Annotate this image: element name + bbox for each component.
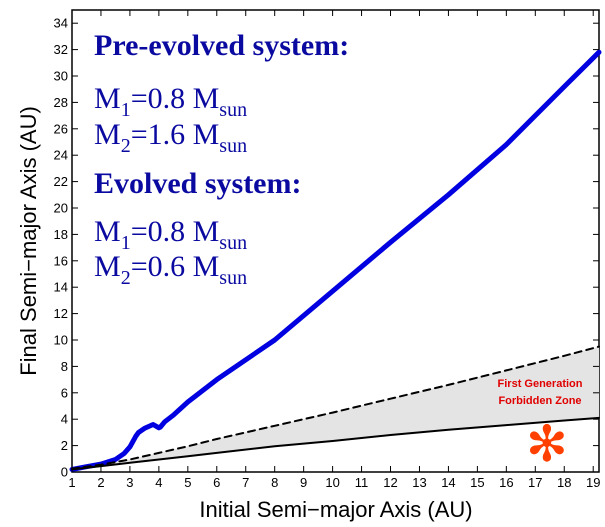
pre-m2-unit-sub: sun — [219, 135, 247, 157]
x-axis-label: Initial Semi−major Axis (AU) — [199, 497, 472, 522]
evo-m2-unit: M — [193, 250, 220, 283]
system-masses-legend: Pre-evolved system: M1=0.8 Msun M2=1.6 M… — [94, 29, 349, 289]
x-tick-label: 3 — [126, 475, 133, 490]
x-tick-label: 13 — [412, 475, 426, 490]
pre-m2-symbol: M — [94, 118, 121, 151]
zone-label-line2: Forbidden Zone — [498, 395, 581, 407]
asterisk-marker-icon: ✻ — [526, 415, 568, 473]
axis-ticks: 1 2 3 4 5 6 7 8 9 10 11 12 13 14 15 16 17 18 1902468101214… — [54, 10, 600, 490]
evo-m1-unit: M — [193, 215, 220, 248]
x-tick-label: 5 — [184, 475, 191, 490]
plot-area: 1 2 3 4 5 6 7 8 9 10 11 12 13 14 15 16 17 18 1902468101214… — [54, 9, 602, 490]
y-tick-label: 14 — [54, 280, 68, 295]
series-line-dashed — [71, 345, 600, 470]
series-line-solid — [71, 416, 600, 471]
evo-m1-index: 1 — [121, 232, 131, 254]
x-tick-label: 1 — [68, 475, 75, 490]
x-tick-label: 6 — [213, 475, 220, 490]
pre-evolved-m2: M2=1.6 Msun — [94, 118, 247, 157]
evo-m2-unit-sub: sun — [219, 267, 247, 289]
y-tick-label: 34 — [54, 16, 68, 31]
y-tick-label: 2 — [61, 438, 68, 453]
x-tick-label: 4 — [155, 475, 162, 490]
x-tick-label: 11 — [355, 475, 369, 490]
evolved-m1: M1=0.8 Msun — [94, 215, 247, 254]
x-tick-label: 19 — [586, 475, 600, 490]
y-tick-label: 30 — [54, 69, 68, 84]
y-tick-label: 18 — [54, 227, 68, 242]
y-tick-label: 12 — [54, 306, 68, 321]
y-axis-label: Final Semi−major Axis (AU) — [16, 106, 41, 376]
y-tick-label: 20 — [54, 201, 68, 216]
x-tick-label: 18 — [557, 475, 571, 490]
y-tick-label: 0 — [61, 465, 68, 480]
pre-m1-unit: M — [193, 82, 220, 115]
y-tick-label: 32 — [54, 42, 68, 57]
evo-m2-index: 2 — [121, 267, 131, 289]
pre-m2-eq: =1.6 — [131, 118, 193, 151]
y-tick-label: 26 — [54, 121, 68, 136]
evo-m1-eq: =0.8 — [131, 215, 193, 248]
x-tick-label: 9 — [300, 475, 307, 490]
pre-evolved-title: Pre-evolved system: — [94, 29, 349, 62]
evo-m2-eq: =0.6 — [131, 250, 193, 283]
x-tick-label: 15 — [470, 475, 484, 490]
y-tick-label: 10 — [54, 333, 68, 348]
evolved-title: Evolved system: — [94, 167, 301, 200]
x-tick-label: 10 — [325, 475, 339, 490]
pre-m1-unit-sub: sun — [219, 99, 247, 121]
y-tick-label: 4 — [61, 412, 68, 427]
y-tick-label: 16 — [54, 253, 68, 268]
forbidden-zone-shading — [72, 346, 599, 470]
x-tick-label: 7 — [242, 475, 249, 490]
y-tick-label: 24 — [54, 148, 68, 163]
evo-m1-symbol: M — [94, 215, 121, 248]
evolved-m2: M2=0.6 Msun — [94, 250, 247, 289]
plot-frame — [71, 9, 600, 473]
forbidden-zone-annotation: First Generation Forbidden Zone ✻ — [498, 378, 583, 473]
x-tick-label: 14 — [441, 475, 455, 490]
forbidden-zone-area — [72, 346, 599, 470]
y-tick-label: 6 — [61, 385, 68, 400]
evo-m1-unit-sub: sun — [219, 232, 247, 254]
y-tick-label: 28 — [54, 95, 68, 110]
x-tick-label: 12 — [383, 475, 397, 490]
evo-m2-symbol: M — [94, 250, 121, 283]
y-tick-label: 22 — [54, 174, 68, 189]
x-tick-label: 2 — [97, 475, 104, 490]
zone-label-line1: First Generation — [498, 378, 583, 390]
pre-m1-eq: =0.8 — [131, 82, 193, 115]
pre-m1-index: 1 — [121, 99, 131, 121]
series-lines — [69, 49, 602, 472]
x-tick-label: 17 — [528, 475, 542, 490]
x-tick-label: 16 — [499, 475, 513, 490]
y-tick-label: 8 — [61, 359, 68, 374]
series-line-blue — [69, 49, 602, 472]
x-tick-label: 8 — [271, 475, 278, 490]
pre-evolved-m1: M1=0.8 Msun — [94, 82, 247, 121]
pre-m1-symbol: M — [94, 82, 121, 115]
pre-m2-index: 2 — [121, 135, 131, 157]
pre-m2-unit: M — [193, 118, 220, 151]
